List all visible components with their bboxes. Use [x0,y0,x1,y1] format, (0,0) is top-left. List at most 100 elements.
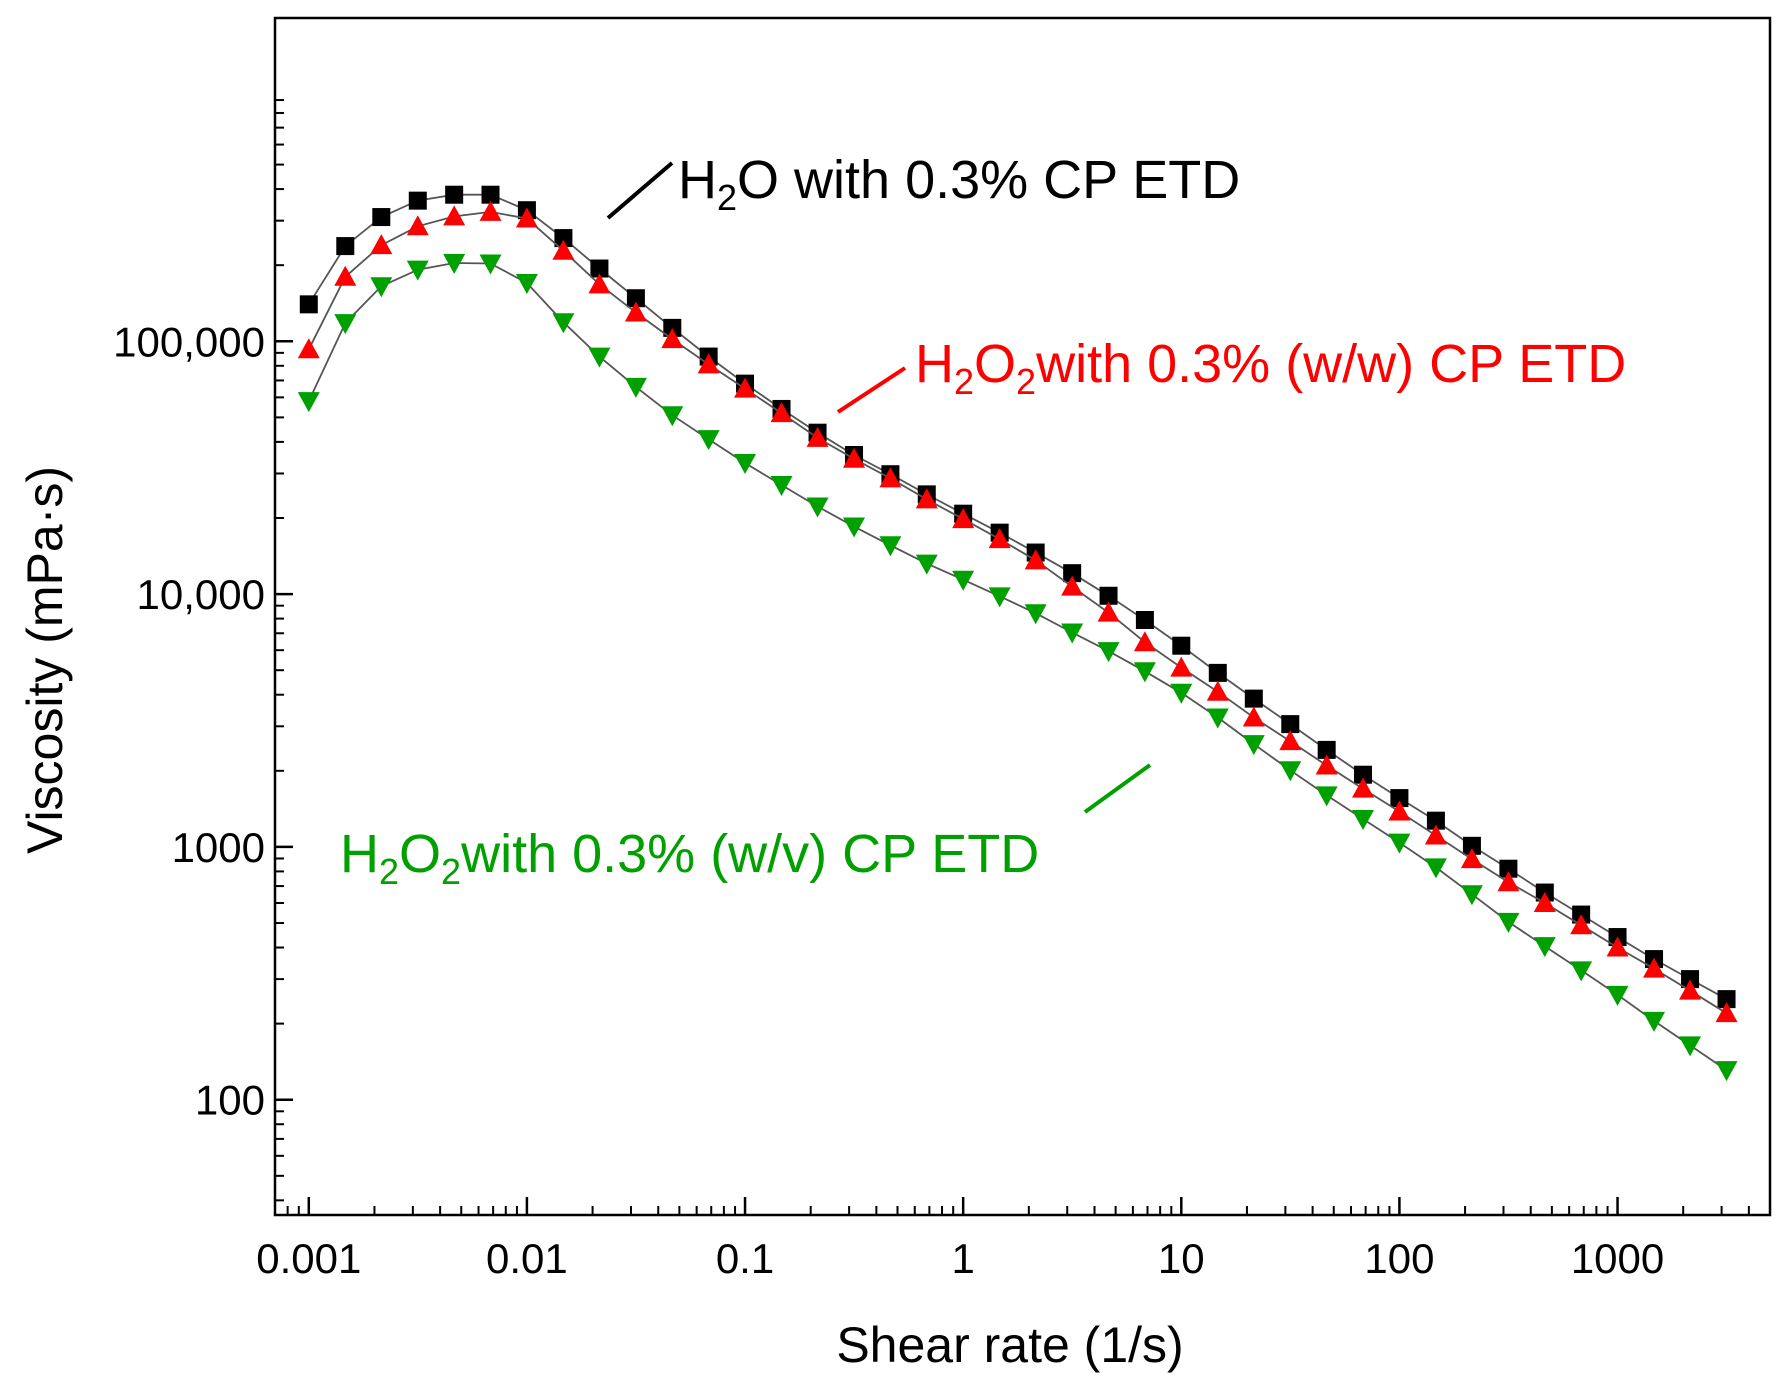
series-2-line [307,210,1727,1014]
series-1-point [1063,564,1082,583]
annotation-red-label: H2O2with 0.3% (w/w) CP ETD [915,334,1626,402]
series-2-point [1315,754,1338,775]
series-3-point [1460,885,1483,906]
series-1-point [626,289,645,308]
series-2 [297,200,1738,1023]
series-3-point [334,314,357,335]
series-3-point [661,406,684,427]
series-1-point [663,318,682,337]
series-2-point [1570,914,1593,935]
series-1-point [1281,715,1300,734]
series-1-point [1099,586,1118,605]
annotation-red-sub-2: 2 [1016,361,1036,402]
series-2-point [406,215,429,236]
series-2-point [1133,631,1156,652]
series-2-point [1424,824,1447,845]
series-2-point [334,265,357,286]
series-2-point [734,377,757,398]
series-1-point [372,208,391,227]
y-tick-label: 100,000 [113,318,265,365]
series-3-point [1424,858,1447,879]
series-2-point [1679,979,1702,1000]
series-3-point [479,254,502,275]
series-3-point [915,554,938,575]
series-2-point [1715,1002,1738,1023]
series-2-point [1497,871,1520,892]
series-2-point [843,447,866,468]
tick-labels: 0.001 0.01 0.1 1 10 100 1000 100 1000 10,000 100,0… [113,318,1664,1282]
annotation-red-leader [836,366,907,414]
annotation-green-part-3: with 0.3% (w/v) CP ETD [460,824,1039,884]
series-1-point [1426,811,1445,830]
series-1 [299,185,1736,1009]
series-3-point [1097,642,1120,663]
series-2-point [297,338,320,359]
series-3-point [1206,708,1229,729]
series-2-point [1097,601,1120,622]
annotation-black-label: H2O with 0.3% CP ETD [678,150,1240,218]
series-3-point [770,476,793,497]
series-2-point [1206,680,1229,701]
annotation-red-part-1: H [915,334,954,394]
series-3-point [1061,623,1084,644]
x-tick-label: 0.1 [716,1235,774,1282]
x-tick-label: 1 [951,1235,974,1282]
series-2-point [952,508,975,529]
series-2-point [479,200,502,221]
series-2-point [1061,575,1084,596]
series-3-point [624,377,647,398]
series-2-point [1533,892,1556,913]
annotation-green-label: H2O2with 0.3% (w/v) CP ETD [340,824,1039,892]
series-2-point [806,426,829,447]
series-3-point [515,274,538,295]
series-1-point [445,185,464,204]
series-1-point [481,185,500,204]
series-1-point [554,229,573,248]
series-3-point [806,497,829,518]
series-2-point [1170,656,1193,677]
series-3-point [734,454,757,475]
annotation-green-sub-1: 2 [379,851,399,892]
major-ticks [275,340,1619,1215]
series-3-point [1279,761,1302,782]
series-3-point [1497,912,1520,933]
y-tick-label: 1000 [172,824,265,871]
series-3-point [1352,809,1375,830]
series-1-point [1390,789,1409,808]
series-1-point [1317,740,1336,759]
series-1-point [1135,610,1154,629]
series-2-point [552,239,575,260]
series-3-line [307,262,1728,1071]
annotation-green-part-2: O [399,824,441,884]
series-1-point [1208,663,1227,682]
series-3-point [843,517,866,538]
minor-ticks [274,99,1771,1215]
series-2-point [988,528,1011,549]
plot-frame [273,16,1772,1217]
series-3-point [1570,961,1593,982]
series-2-point [443,205,466,226]
annotation-red-part-3: with 0.3% (w/w) CP ETD [1035,334,1626,394]
annotation-green-part-1: H [340,824,379,884]
annotation-black-leader [606,161,674,220]
series-2-point [770,402,793,423]
annotation-black-part-1: H [678,150,717,210]
series-2-point [1242,706,1265,727]
x-tick-label: 1000 [1571,1235,1664,1282]
series-3-point [1388,833,1411,854]
series-3-point [1133,662,1156,683]
series-3-point [1533,937,1556,958]
y-axis-title: Viscosity (mPa·s) [17,466,73,854]
series-1-point [1499,859,1518,878]
series-3-point [1170,683,1193,704]
series-3-point [588,347,611,368]
series-3-point [988,587,1011,608]
series-1-line [308,193,1727,1000]
series-2-point [1643,957,1666,978]
series-3-point [370,277,393,298]
series-1-point [1462,836,1481,855]
series-3-point [1242,735,1265,756]
series-2-point [1606,936,1629,957]
series-3-point [1715,1061,1738,1082]
annotation-red-part-2: O [974,334,1016,394]
